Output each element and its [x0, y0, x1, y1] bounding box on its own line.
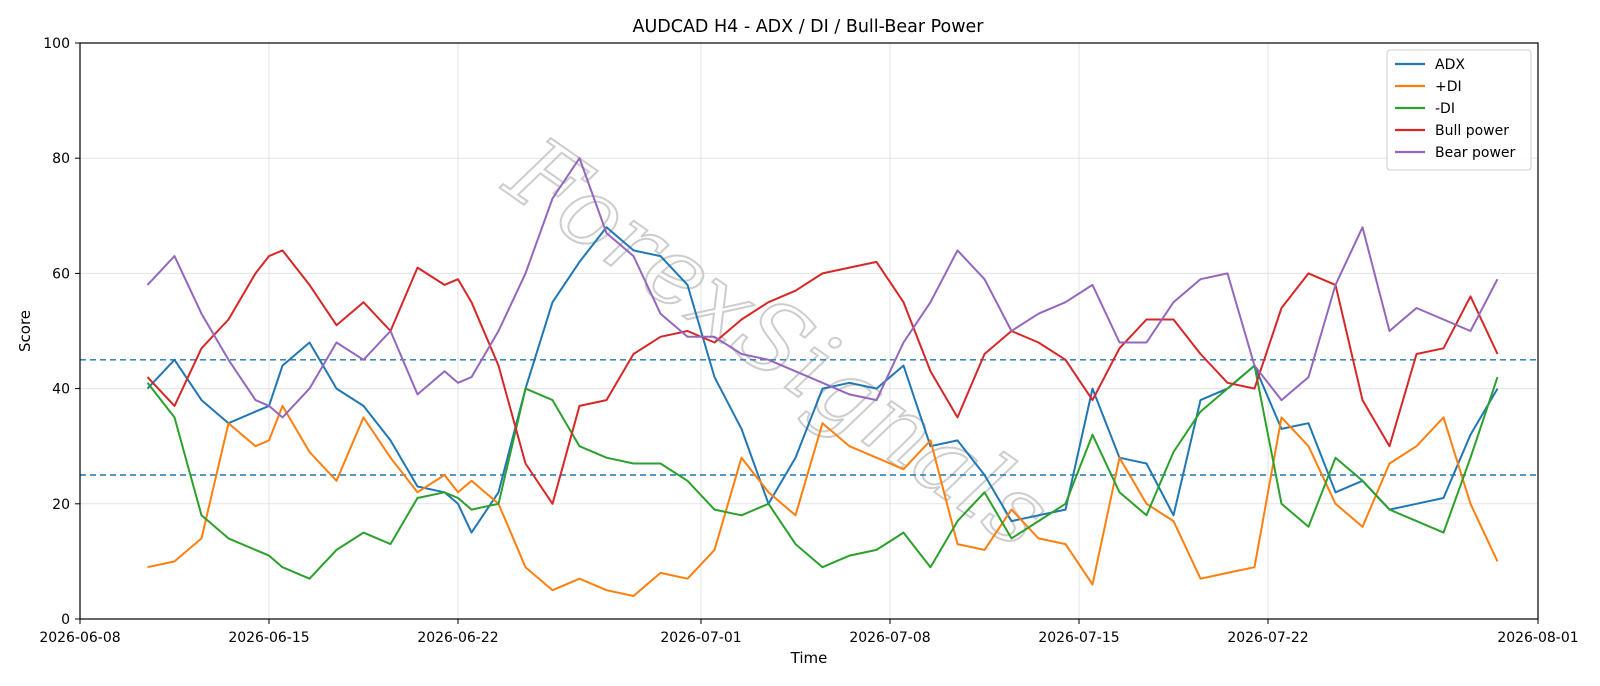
series-lines [146, 157, 1499, 597]
series-line-di [147, 404, 1499, 597]
x-tick-label: 2026-07-01 [660, 630, 741, 646]
y-tick-label: 60 [52, 266, 70, 282]
y-tick-label: 100 [43, 36, 70, 52]
x-tick-label: 2026-07-08 [849, 630, 930, 646]
legend: ADX +DI -DI Bull power Bear power [1386, 49, 1532, 171]
x-tick-label: 2026-07-15 [1038, 630, 1119, 646]
reference-lines [80, 359, 1538, 476]
x-tick-label: 2026-07-22 [1227, 630, 1308, 646]
y-axis: 0 20 40 60 80 100 [43, 36, 80, 628]
x-tick-label: 2026-06-08 [39, 630, 120, 646]
plot-frame [79, 42, 1539, 620]
series-line-bear-power [146, 157, 1499, 419]
y-tick-label: 40 [52, 382, 70, 398]
series-line-bull-power [146, 249, 1499, 505]
y-tick-label: 80 [52, 151, 70, 167]
legend-label: Bull power [1435, 123, 1509, 139]
y-axis-title: Score [16, 310, 34, 352]
x-axis: 2026-06-08 2026-06-15 2026-06-22 2026-07-01… [39, 619, 1579, 646]
chart-title: AUDCAD H4 - ADX / DI / Bull-Bear Power [632, 17, 984, 37]
x-axis-title: Time [790, 649, 828, 667]
legend-label: -DI [1435, 101, 1455, 117]
x-tick-label: 2026-06-22 [417, 630, 498, 646]
legend-label: ADX [1435, 57, 1465, 73]
x-tick-label: 2026-08-01 [1497, 630, 1578, 646]
series-line-adx [146, 226, 1499, 534]
series-line-di [146, 364, 1499, 580]
y-tick-label: 20 [52, 497, 70, 513]
y-tick-label: 0 [61, 612, 70, 628]
x-tick-label: 2026-06-15 [228, 630, 309, 646]
legend-box [1386, 49, 1532, 171]
legend-label: Bear power [1435, 145, 1516, 161]
legend-label: +DI [1435, 79, 1462, 95]
